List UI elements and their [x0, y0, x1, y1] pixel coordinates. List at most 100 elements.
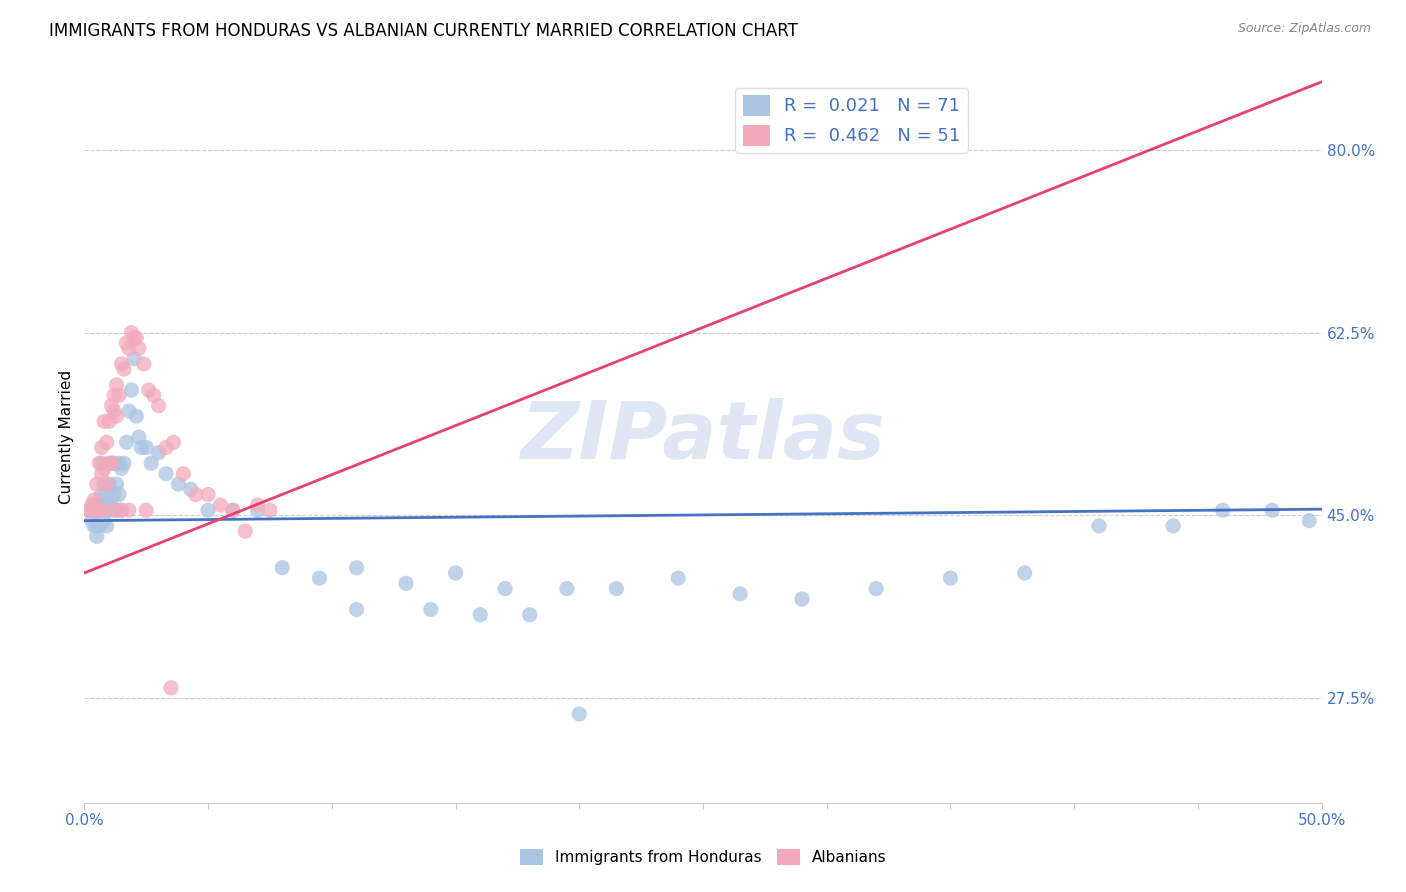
Point	[568, 706, 591, 721]
Point	[100, 456, 122, 470]
Point	[172, 467, 194, 481]
Point	[395, 576, 418, 591]
Point	[108, 456, 131, 470]
Point	[103, 388, 125, 402]
Point	[112, 362, 135, 376]
Point	[167, 477, 190, 491]
Point	[346, 560, 368, 574]
Point	[93, 461, 115, 475]
Point	[110, 461, 132, 475]
Point	[120, 326, 142, 340]
Point	[110, 503, 132, 517]
Point	[419, 602, 441, 616]
Point	[865, 582, 887, 596]
Point	[1212, 503, 1234, 517]
Point	[118, 503, 141, 517]
Point	[118, 341, 141, 355]
Point	[96, 477, 118, 491]
Point	[83, 503, 105, 517]
Point	[222, 503, 245, 517]
Point	[83, 519, 105, 533]
Point	[142, 388, 165, 402]
Point	[160, 681, 183, 695]
Point	[110, 503, 132, 517]
Point	[128, 430, 150, 444]
Point	[103, 487, 125, 501]
Point	[105, 503, 128, 517]
Point	[939, 571, 962, 585]
Point	[98, 414, 121, 428]
Point	[122, 351, 145, 366]
Point	[1088, 519, 1111, 533]
Point	[98, 456, 121, 470]
Point	[555, 582, 578, 596]
Point	[79, 503, 101, 517]
Point	[790, 592, 813, 607]
Point	[90, 487, 112, 501]
Point	[110, 357, 132, 371]
Point	[148, 399, 170, 413]
Point	[86, 503, 108, 517]
Point	[93, 514, 115, 528]
Point	[155, 467, 177, 481]
Point	[233, 524, 256, 538]
Point	[90, 503, 112, 517]
Point	[90, 503, 112, 517]
Point	[79, 503, 101, 517]
Point	[118, 404, 141, 418]
Point	[86, 529, 108, 543]
Point	[197, 487, 219, 501]
Point	[346, 602, 368, 616]
Point	[1014, 566, 1036, 580]
Point	[271, 560, 294, 574]
Point	[93, 414, 115, 428]
Point	[90, 441, 112, 455]
Point	[180, 483, 202, 497]
Point	[494, 582, 516, 596]
Point	[122, 331, 145, 345]
Point	[132, 357, 155, 371]
Point	[125, 409, 148, 424]
Point	[93, 477, 115, 491]
Point	[162, 435, 184, 450]
Point	[96, 487, 118, 501]
Point	[112, 456, 135, 470]
Point	[666, 571, 689, 585]
Point	[108, 388, 131, 402]
Point	[197, 503, 219, 517]
Point	[222, 503, 245, 517]
Point	[90, 467, 112, 481]
Point	[105, 409, 128, 424]
Point	[96, 435, 118, 450]
Point	[89, 498, 111, 512]
Text: Source: ZipAtlas.com: Source: ZipAtlas.com	[1237, 22, 1371, 36]
Legend: R =  0.021   N = 71, R =  0.462   N = 51: R = 0.021 N = 71, R = 0.462 N = 51	[735, 87, 967, 153]
Point	[129, 441, 152, 455]
Point	[86, 519, 108, 533]
Point	[89, 456, 111, 470]
Point	[1161, 519, 1184, 533]
Point	[1298, 514, 1320, 528]
Point	[100, 498, 122, 512]
Point	[89, 503, 111, 517]
Point	[470, 607, 492, 622]
Point	[90, 456, 112, 470]
Point	[259, 503, 281, 517]
Point	[98, 498, 121, 512]
Point	[115, 336, 138, 351]
Point	[80, 498, 103, 512]
Point	[519, 607, 541, 622]
Point	[89, 519, 111, 533]
Point	[83, 492, 105, 507]
Point	[141, 456, 163, 470]
Text: ZIPatlas: ZIPatlas	[520, 398, 886, 476]
Point	[105, 477, 128, 491]
Point	[98, 477, 121, 491]
Point	[308, 571, 330, 585]
Point	[105, 377, 128, 392]
Point	[83, 498, 105, 512]
Point	[125, 331, 148, 345]
Y-axis label: Currently Married: Currently Married	[59, 370, 75, 504]
Point	[96, 519, 118, 533]
Point	[93, 498, 115, 512]
